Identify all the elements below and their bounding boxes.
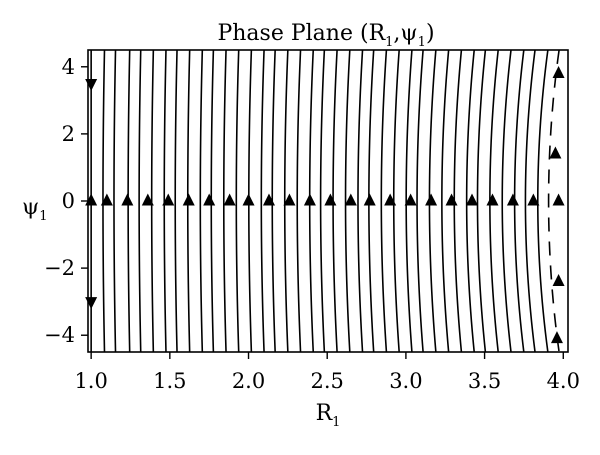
arrowhead bbox=[283, 193, 296, 206]
streamline bbox=[380, 49, 388, 353]
x-tick-label: 2.0 bbox=[232, 369, 265, 393]
x-tick-label: 3.0 bbox=[389, 369, 422, 393]
arrowhead bbox=[506, 193, 519, 206]
streamline bbox=[102, 49, 106, 353]
streamline bbox=[524, 49, 536, 353]
y-axis: 4 2 0 −2 −4 bbox=[44, 55, 88, 347]
streamline bbox=[465, 49, 475, 353]
arrowhead bbox=[162, 193, 175, 206]
arrowhead bbox=[445, 193, 458, 206]
streamline bbox=[547, 49, 560, 353]
streamline bbox=[222, 49, 227, 353]
streamline bbox=[441, 49, 450, 353]
streamline bbox=[319, 49, 326, 353]
arrowhead bbox=[85, 297, 98, 310]
streamline bbox=[260, 49, 265, 353]
x-tick-label: 4.0 bbox=[547, 369, 580, 393]
streamline bbox=[501, 49, 512, 353]
arrowhead bbox=[100, 193, 113, 206]
arrowhead bbox=[384, 193, 397, 206]
arrowhead bbox=[552, 193, 565, 206]
arrowhead bbox=[121, 193, 134, 206]
arrowhead bbox=[363, 193, 376, 206]
arrowhead bbox=[404, 193, 417, 206]
arrowhead bbox=[324, 193, 337, 206]
streamline bbox=[296, 49, 302, 353]
streamline bbox=[405, 49, 413, 353]
arrowheads-group bbox=[85, 65, 565, 344]
y-tick-label: −2 bbox=[44, 256, 75, 280]
arrowhead bbox=[552, 274, 565, 287]
y-tick-label: 2 bbox=[62, 122, 75, 146]
arrowhead bbox=[182, 193, 195, 206]
arrowhead bbox=[223, 193, 236, 206]
x-axis-label: R1 bbox=[316, 401, 341, 430]
arrowhead bbox=[550, 331, 563, 344]
arrowhead bbox=[85, 193, 98, 206]
arrowhead bbox=[466, 193, 478, 206]
streamline bbox=[199, 49, 204, 353]
streamline bbox=[138, 49, 142, 353]
arrowhead bbox=[344, 193, 357, 206]
streamline bbox=[536, 49, 549, 353]
streamline bbox=[174, 49, 178, 353]
arrowhead bbox=[203, 193, 216, 206]
streamline bbox=[476, 49, 487, 353]
y-tick-label: 4 bbox=[62, 55, 75, 79]
arrowhead bbox=[303, 193, 316, 206]
streamline bbox=[163, 49, 167, 353]
arrowhead bbox=[242, 193, 255, 206]
arrowhead bbox=[262, 193, 275, 206]
streamline bbox=[357, 49, 364, 353]
x-tick-label: 1.0 bbox=[74, 369, 107, 393]
x-tick-label: 3.5 bbox=[468, 369, 501, 393]
arrowhead bbox=[527, 193, 540, 206]
x-axis: 1.0 1.5 2.0 2.5 3.0 3.5 4.0 bbox=[74, 352, 580, 393]
streamline bbox=[416, 49, 424, 353]
streamline bbox=[283, 49, 289, 353]
arrowhead bbox=[549, 146, 562, 159]
x-tick-label: 1.5 bbox=[153, 369, 186, 393]
arrowhead bbox=[141, 193, 154, 206]
y-tick-label: −4 bbox=[44, 323, 75, 347]
streamline bbox=[113, 49, 117, 353]
streamline bbox=[453, 49, 463, 353]
y-tick-label: 0 bbox=[62, 189, 75, 213]
arrowhead bbox=[425, 193, 438, 206]
streamline bbox=[344, 49, 351, 353]
arrowhead bbox=[486, 193, 499, 206]
arrowhead bbox=[85, 79, 98, 92]
chart-title: Phase Plane (R1,ψ1) bbox=[217, 21, 434, 50]
x-tick-label: 2.5 bbox=[311, 369, 344, 393]
y-axis-label: ψ1 bbox=[22, 195, 48, 224]
streamline bbox=[235, 49, 240, 353]
streamline bbox=[392, 49, 400, 353]
streamline bbox=[150, 49, 155, 353]
arrowhead bbox=[552, 65, 565, 78]
